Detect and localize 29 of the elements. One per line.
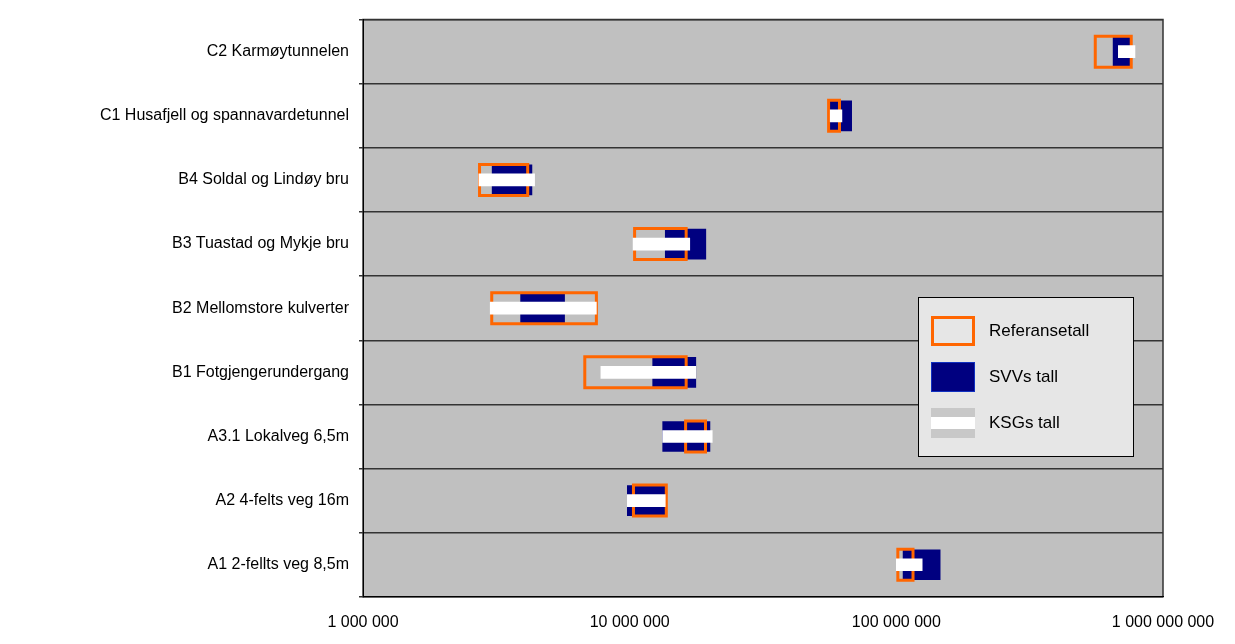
y-tick-label: B2 Mellomstore kulverter — [172, 298, 350, 316]
x-tick-label: 1 000 000 — [327, 612, 399, 630]
bar — [829, 109, 843, 123]
bar — [627, 494, 666, 507]
bar — [478, 173, 535, 187]
y-tick-label: A3.1 Lokalveg 6,5m — [207, 426, 349, 444]
legend-label: SVVs tall — [989, 366, 1058, 387]
bar — [583, 355, 688, 390]
bar — [827, 98, 841, 133]
x-tick-label: 100 000 000 — [851, 612, 941, 630]
legend-label: KSGs tall — [989, 412, 1060, 433]
bar — [1118, 45, 1136, 58]
bar — [896, 558, 923, 572]
y-tick-label: B3 Tuastad og Mykje bru — [172, 234, 349, 252]
y-tick-label: B1 Fotgjengerundergang — [171, 362, 349, 380]
y-tick-label: C1 Husafjell og spannavardetunnel — [99, 106, 349, 124]
bar — [490, 291, 598, 326]
bar — [662, 430, 713, 443]
x-tick-label: 1 000 000 000 — [1111, 612, 1215, 630]
x-tick-label: 10 000 000 — [589, 612, 670, 630]
bar — [632, 237, 691, 251]
bar — [489, 301, 597, 315]
y-tick-label: A1 2-fellts veg 8,5m — [207, 555, 349, 573]
y-tick-label: C2 Karmøytunnelen — [206, 42, 349, 60]
bar — [600, 366, 697, 379]
y-tick-label: A2 4-felts veg 16m — [215, 491, 349, 509]
y-tick-label: B4 Soldal og Lindøy bru — [178, 170, 349, 188]
legend-label: Referansetall — [989, 320, 1090, 341]
bar — [1093, 34, 1133, 69]
